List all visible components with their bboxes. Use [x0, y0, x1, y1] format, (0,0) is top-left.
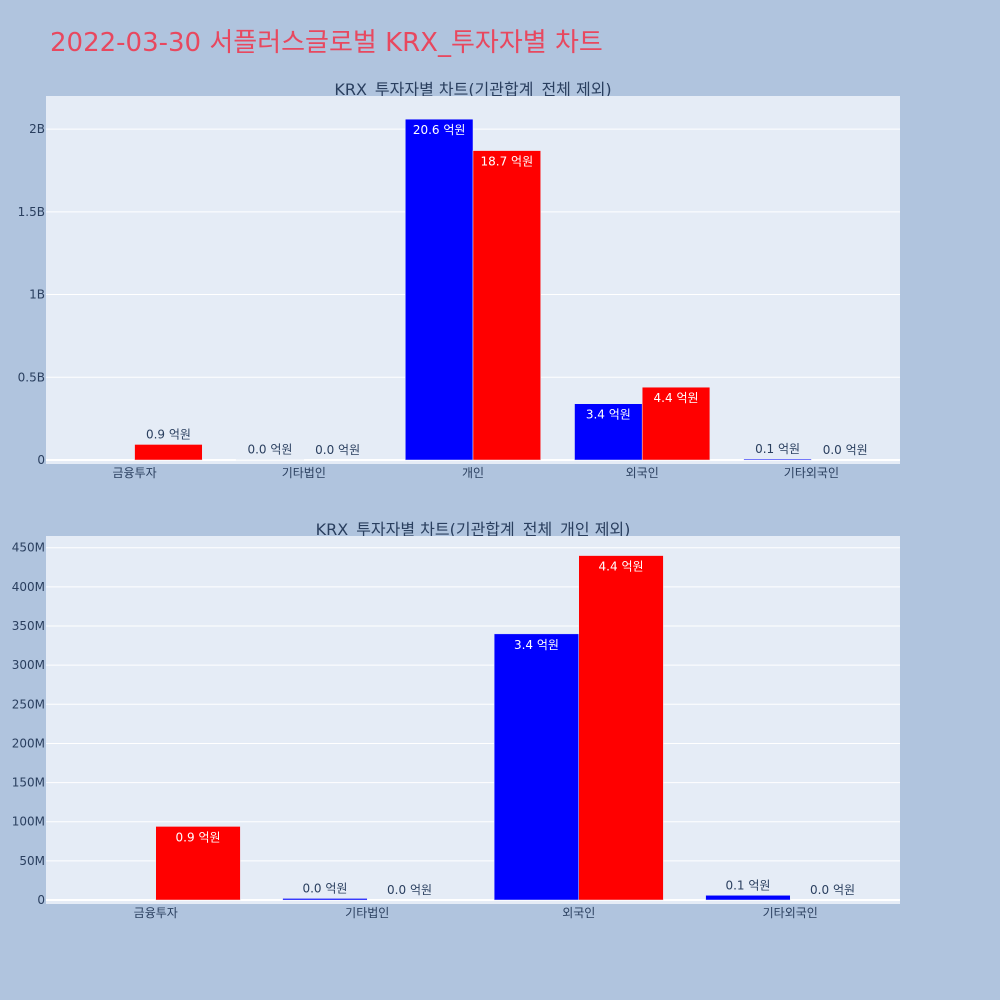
chart-title: KRX_투자자별 차트(기관합계_전체 제외) — [334, 80, 611, 100]
bar-value-label: 18.7 억원 — [481, 155, 534, 169]
bar-value-label: 0.0 억원 — [247, 443, 292, 457]
y-tick-label: 350M — [12, 619, 45, 633]
y-axis-ticks: 0 0.5B 1B 1.5B 2B — [18, 122, 45, 467]
bar-value-label: 3.4 억원 — [514, 638, 559, 652]
x-tick-label: 개인 — [462, 466, 484, 480]
chart-title: KRX_투자자별 차트(기관합계_전체_개인 제외) — [316, 520, 631, 540]
bar — [405, 118, 474, 461]
bar-value-label: 4.4 억원 — [654, 391, 699, 405]
y-tick-label: 250M — [12, 697, 45, 711]
bar-value-label: 0.9 억원 — [146, 427, 191, 441]
x-tick-label: 외국인 — [626, 466, 659, 480]
bars — [134, 118, 812, 461]
bar — [155, 826, 241, 901]
y-tick-label: 100M — [12, 815, 45, 829]
bar-labels: 0.9 억원 0.0 억원 0.0 억원 20.6 억원 18.7 억원 3.4 억원 4.… — [146, 123, 868, 457]
y-tick-label: 0.5B — [18, 370, 45, 384]
chart-top: KRX_투자자별 차트(기관합계_전체 제외) 0 0.5B 1B 1.5B 2B 0.… — [18, 80, 900, 480]
y-tick-label: 0 — [37, 893, 45, 907]
y-tick-label: 300M — [12, 658, 45, 672]
x-tick-label: 기타외국인 — [763, 906, 818, 920]
x-tick-label: 기타외국인 — [784, 466, 839, 480]
bar-value-label: 0.0 억원 — [302, 881, 347, 895]
x-tick-label: 기타법인 — [345, 906, 389, 920]
y-tick-label: 2B — [29, 122, 45, 136]
y-tick-label: 50M — [19, 854, 45, 868]
bar — [134, 444, 203, 461]
bar-value-label: 0.9 억원 — [176, 830, 221, 844]
bar-value-label: 0.0 억원 — [315, 443, 360, 457]
bar — [578, 555, 664, 901]
bar — [641, 386, 711, 461]
bar-value-label: 0.1 억원 — [755, 442, 800, 456]
bar-value-label: 0.0 억원 — [823, 443, 868, 457]
x-axis-ticks: 금융투자 기타법인 외국인 기타외국인 — [134, 906, 818, 920]
bar-value-label: 0.0 억원 — [810, 883, 855, 897]
x-tick-label: 기타법인 — [282, 466, 326, 480]
y-tick-label: 450M — [12, 541, 45, 555]
x-tick-label: 외국인 — [562, 906, 595, 920]
y-tick-label: 200M — [12, 736, 45, 750]
x-tick-label: 금융투자 — [134, 906, 178, 920]
y-tick-label: 400M — [12, 580, 45, 594]
x-axis-ticks: 금융투자 기타법인 개인 외국인 기타외국인 — [113, 466, 839, 480]
bar-value-label: 4.4 억원 — [599, 560, 644, 574]
y-tick-label: 0 — [37, 453, 45, 467]
bar-labels: 0.9 억원 0.0 억원 0.0 억원 3.4 억원 4.4 억원 0.1 억원 0.0 … — [176, 560, 855, 897]
bar — [493, 633, 579, 901]
bar-value-label: 20.6 억원 — [413, 123, 466, 137]
bar — [282, 898, 368, 901]
page-title: 2022-03-30 서플러스글로벌 KRX_투자자별 차트 — [50, 28, 603, 58]
bar — [743, 458, 812, 461]
bar — [472, 150, 541, 461]
y-tick-label: 1.5B — [18, 205, 45, 219]
bar-value-label: 3.4 억원 — [586, 408, 631, 422]
y-axis-ticks: 0 50M 100M 150M 200M 250M 300M 350M 400M 450M — [12, 541, 45, 907]
bar-value-label: 0.1 억원 — [725, 878, 770, 892]
bar — [705, 895, 791, 901]
y-tick-label: 1B — [29, 288, 45, 302]
y-tick-label: 150M — [12, 776, 45, 790]
bar — [574, 403, 643, 461]
x-tick-label: 금융투자 — [113, 466, 157, 480]
bars — [155, 555, 791, 901]
bar-value-label: 0.0 억원 — [387, 883, 432, 897]
